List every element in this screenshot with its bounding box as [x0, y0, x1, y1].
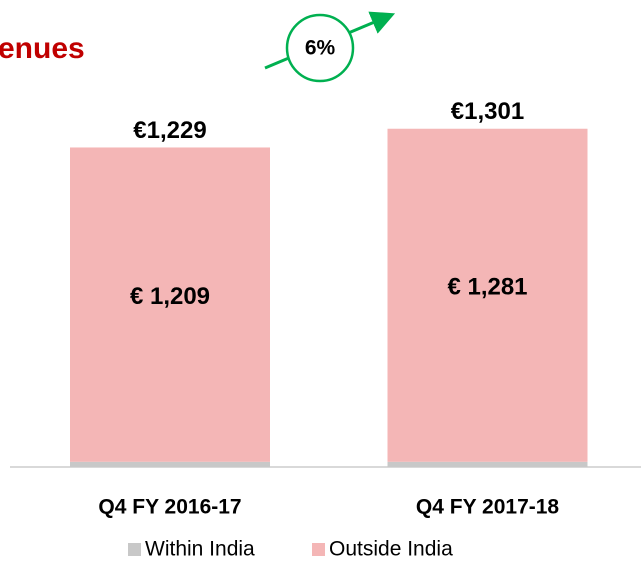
total-label: €1,229: [133, 117, 206, 144]
bar-segment: [387, 461, 588, 467]
chart-title: enues: [0, 32, 85, 65]
value-label: € 1,209: [130, 283, 210, 310]
legend-swatch: [128, 543, 141, 556]
x-tick-label: Q4 FY 2017-18: [416, 496, 560, 519]
total-label: €1,301: [451, 98, 524, 125]
bar-segment: [70, 147, 270, 462]
legend-swatch: [312, 543, 325, 556]
legend-label: Outside India: [329, 538, 453, 561]
x-tick-label: Q4 FY 2016-17: [98, 496, 241, 519]
annotation: 6%: [305, 37, 336, 60]
bar-segment: [387, 128, 588, 462]
growth-badge: [285, 13, 355, 83]
legend-label: Within India: [145, 538, 255, 561]
bar-segment: [70, 461, 270, 467]
value-label: € 1,281: [447, 274, 527, 301]
